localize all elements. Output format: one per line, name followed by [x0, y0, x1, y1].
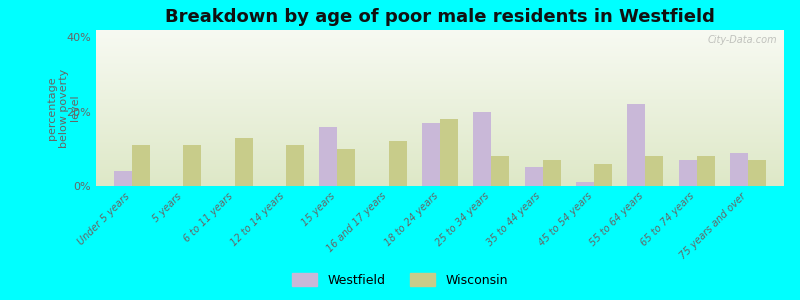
Bar — [730, 153, 748, 186]
Bar — [576, 182, 594, 186]
Bar — [319, 127, 338, 186]
Bar — [422, 123, 440, 186]
Bar — [183, 145, 202, 186]
Bar — [234, 138, 253, 186]
Bar — [525, 167, 542, 186]
Bar — [748, 160, 766, 186]
Bar — [627, 104, 646, 186]
Bar — [286, 145, 304, 186]
Bar — [389, 141, 406, 186]
Bar — [697, 156, 714, 186]
Bar — [132, 145, 150, 186]
Bar — [678, 160, 697, 186]
Text: City-Data.com: City-Data.com — [707, 35, 777, 45]
Bar — [491, 156, 510, 186]
Bar — [594, 164, 612, 186]
Legend: Westfield, Wisconsin: Westfield, Wisconsin — [289, 270, 511, 291]
Bar — [338, 149, 355, 186]
Bar — [474, 112, 491, 186]
Bar — [542, 160, 561, 186]
Bar — [114, 171, 132, 186]
Title: Breakdown by age of poor male residents in Westfield: Breakdown by age of poor male residents … — [165, 8, 715, 26]
Bar — [440, 119, 458, 186]
Y-axis label: percentage
below poverty
level: percentage below poverty level — [47, 68, 80, 148]
Bar — [646, 156, 663, 186]
